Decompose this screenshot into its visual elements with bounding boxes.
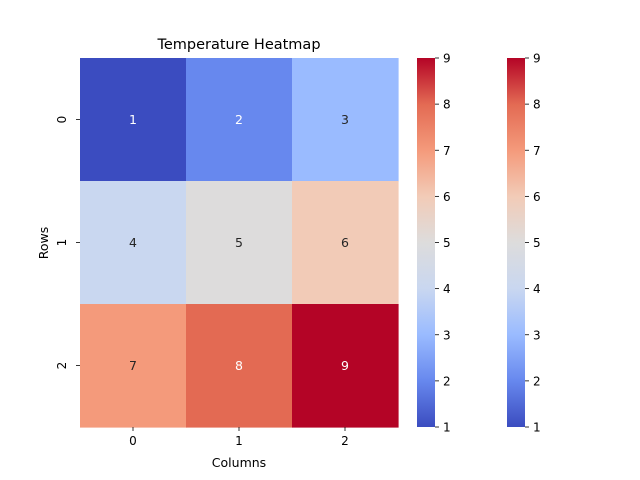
colorbar-tick-label: 8 [533, 98, 541, 112]
cell-value-label: 7 [129, 358, 137, 373]
heatmap-cell-r1-c1 [186, 181, 293, 305]
y-tick-label: 2 [55, 362, 69, 370]
heatmap-cell-r0-c2 [292, 58, 399, 182]
x-tick-label: 0 [129, 434, 137, 448]
heatmap-cell-r2-c1 [186, 304, 293, 428]
colorbar-1 [417, 58, 435, 427]
cell-value-label: 4 [129, 235, 137, 250]
colorbar-tick-label: 3 [533, 328, 541, 342]
heatmap-cells [80, 58, 399, 428]
heatmap-cell-r1-c2 [292, 181, 399, 305]
heatmap-cell-r1-c0 [80, 181, 187, 305]
colorbar-tick-label: 7 [533, 144, 541, 158]
colorbar-tick-label: 4 [443, 282, 451, 296]
colorbar-2 [507, 58, 525, 427]
colorbar-tick-label: 8 [443, 98, 451, 112]
y-tick-label: 1 [55, 239, 69, 247]
cell-value-label: 5 [235, 235, 243, 250]
heatmap-annotations: 1 2 3 4 5 6 7 8 9 [129, 112, 349, 373]
colorbar-tick-label: 5 [533, 236, 541, 250]
cell-value-label: 1 [129, 112, 137, 127]
colorbar-tick-label: 6 [443, 190, 451, 204]
cell-value-label: 6 [341, 235, 349, 250]
cell-value-label: 9 [341, 358, 349, 373]
colorbar-tick-label: 1 [533, 421, 541, 435]
colorbar-tick-label: 6 [533, 190, 541, 204]
colorbars: 1 2 3 4 5 6 7 8 9 1 2 3 4 5 6 7 8 9 [417, 52, 541, 435]
x-axis-label: Columns [212, 455, 266, 470]
heatmap-cell-r0-c0 [80, 58, 187, 182]
colorbar-tick-label: 2 [443, 374, 451, 388]
heatmap-cell-r2-c2 [292, 304, 399, 428]
y-axis-label: Rows [36, 227, 51, 260]
y-axis: 0 1 2 [55, 116, 80, 370]
colorbar-tick-label: 9 [443, 52, 451, 66]
colorbar-tick-label: 3 [443, 328, 451, 342]
x-tick-label: 1 [235, 434, 243, 448]
colorbar-tick-label: 5 [443, 236, 451, 250]
chart-title: Temperature Heatmap [156, 37, 320, 53]
colorbar-tick-label: 7 [443, 144, 451, 158]
colorbar-tick-label: 9 [533, 52, 541, 66]
x-tick-label: 2 [341, 434, 349, 448]
heatmap-cell-r0-c1 [186, 58, 293, 182]
colorbar-tick-label: 1 [443, 421, 451, 435]
cell-value-label: 3 [341, 112, 349, 127]
colorbar-tick-label: 2 [533, 374, 541, 388]
colorbar-tick-label: 4 [533, 282, 541, 296]
heatmap-cell-r2-c0 [80, 304, 187, 428]
y-tick-label: 0 [55, 116, 69, 124]
cell-value-label: 2 [235, 112, 243, 127]
x-axis: 0 1 2 [129, 427, 349, 448]
cell-value-label: 8 [235, 358, 243, 373]
